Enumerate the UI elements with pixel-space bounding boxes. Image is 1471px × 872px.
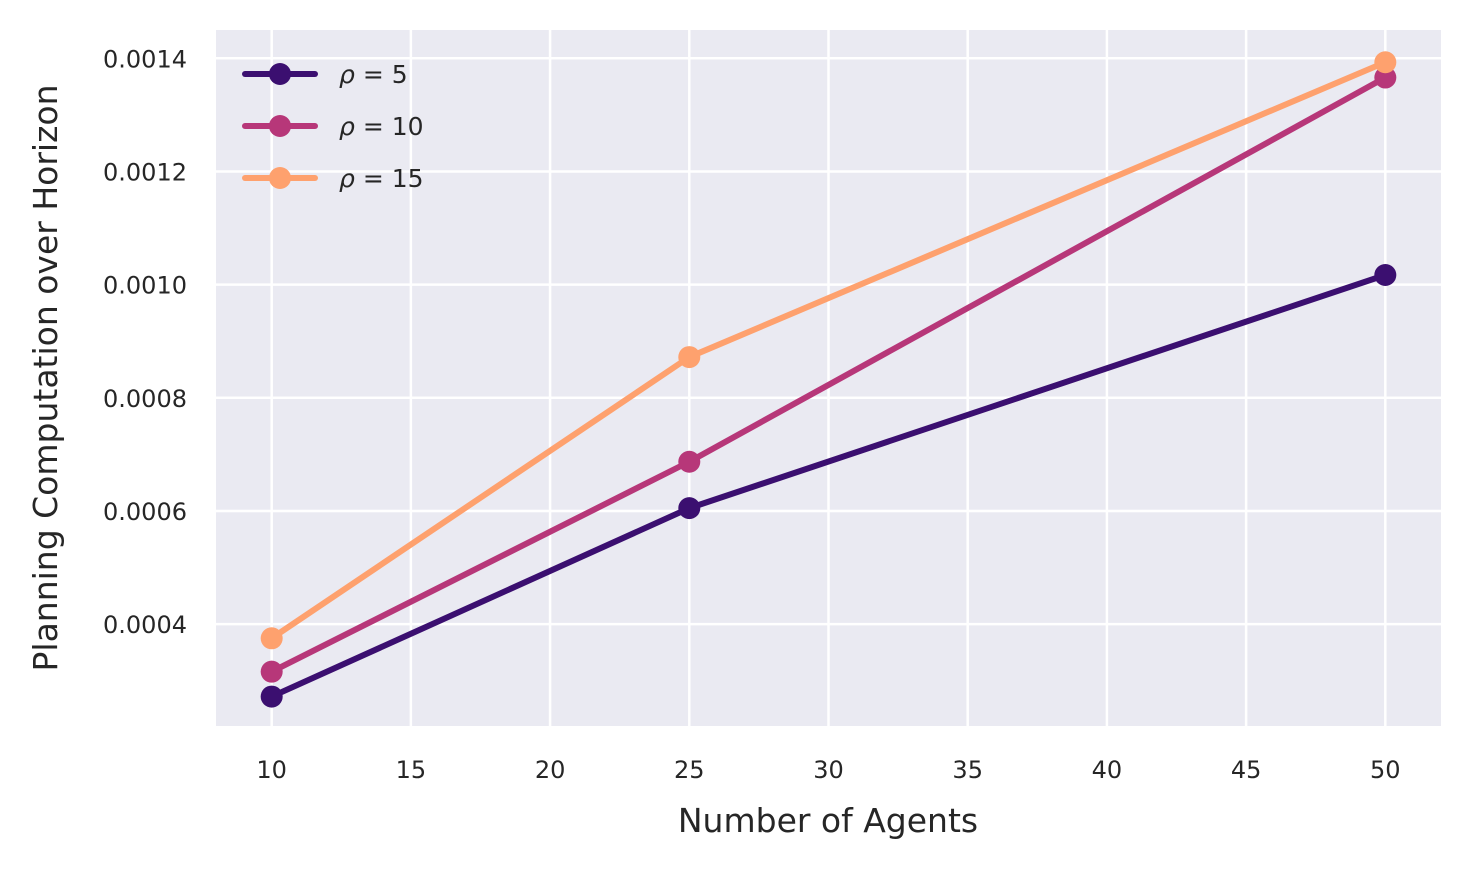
data-point <box>260 627 283 650</box>
legend-label: ρ = 10 <box>339 112 424 141</box>
data-point <box>1374 264 1397 287</box>
legend-swatch-marker <box>269 115 291 137</box>
legend-label-value: = 10 <box>355 112 424 141</box>
x-tick-labels: 10 15 20 25 30 35 40 45 50 <box>256 756 1400 784</box>
y-axis-title: Planning Computation over Horizon <box>26 85 65 672</box>
data-point <box>678 450 701 473</box>
x-tick-label: 30 <box>813 756 844 784</box>
x-tick-label: 10 <box>256 756 287 784</box>
grid-lines <box>216 30 1441 726</box>
data-point <box>678 497 701 520</box>
x-tick-label: 35 <box>952 756 983 784</box>
x-tick-label: 15 <box>396 756 427 784</box>
legend-swatch-marker <box>269 167 291 189</box>
legend-label-value: = 5 <box>355 60 408 89</box>
y-tick-labels: 0.0004 0.0006 0.0008 0.0010 0.0012 0.0014 <box>103 45 187 639</box>
x-tick-label: 20 <box>535 756 566 784</box>
data-point <box>1374 66 1397 89</box>
y-tick-label: 0.0004 <box>103 611 187 639</box>
legend-swatch-marker <box>269 63 291 85</box>
y-tick-label: 0.0006 <box>103 498 187 526</box>
data-point <box>260 685 283 708</box>
y-tick-label: 0.0010 <box>103 272 187 300</box>
y-tick-label: 0.0014 <box>103 45 187 73</box>
legend-label: ρ = 15 <box>339 164 424 193</box>
data-point <box>1374 51 1397 74</box>
legend-label-symbol: ρ <box>339 164 355 193</box>
x-tick-label: 50 <box>1370 756 1401 784</box>
x-tick-label: 45 <box>1231 756 1262 784</box>
legend: ρ = 5ρ = 10ρ = 15 <box>242 60 424 193</box>
y-tick-label: 0.0012 <box>103 158 187 186</box>
legend-label-value: = 15 <box>355 164 424 193</box>
x-tick-label: 40 <box>1092 756 1123 784</box>
x-axis-title: Number of Agents <box>678 801 978 840</box>
legend-label: ρ = 5 <box>339 60 408 89</box>
series-points <box>260 51 1397 708</box>
y-tick-label: 0.0008 <box>103 385 187 413</box>
x-tick-label: 25 <box>674 756 705 784</box>
data-point <box>678 346 701 369</box>
data-point <box>260 660 283 683</box>
legend-label-symbol: ρ <box>339 112 355 141</box>
legend-label-symbol: ρ <box>339 60 355 89</box>
